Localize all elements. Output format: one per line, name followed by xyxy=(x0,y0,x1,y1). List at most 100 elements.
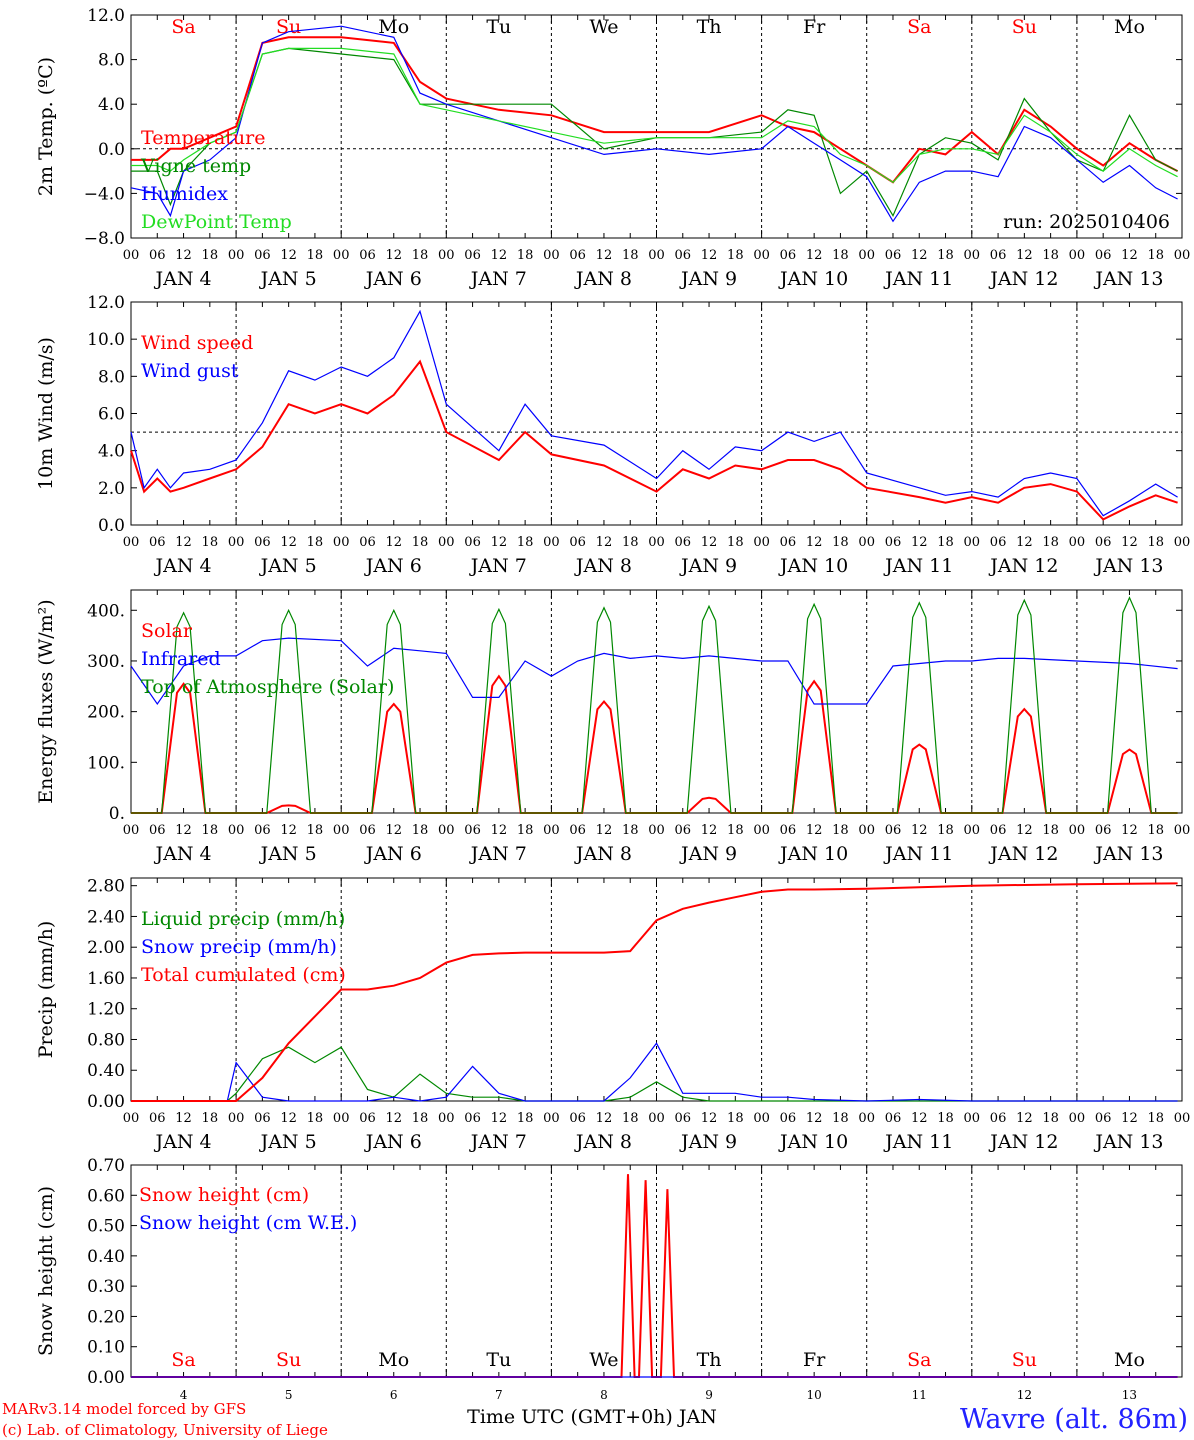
x-hour-label: 06 xyxy=(149,823,166,838)
x-hour-label: 06 xyxy=(359,248,376,263)
day-of-week-label: Mo xyxy=(378,1349,409,1371)
x-date-label: JAN 11 xyxy=(883,1131,953,1153)
x-date-label: JAN 6 xyxy=(364,555,422,577)
x-hour-label: 06 xyxy=(149,248,166,263)
y-tick-label: 2.80 xyxy=(87,877,125,897)
x-hour-label: 18 xyxy=(412,248,429,263)
x-hour-label: 12 xyxy=(701,1111,718,1126)
x-hour-label: 06 xyxy=(885,248,902,263)
x-hour-label: 06 xyxy=(1095,1111,1112,1126)
x-hour-label: 00 xyxy=(123,248,140,263)
day-of-week-label: We xyxy=(589,1349,618,1371)
x-date-number: 5 xyxy=(285,1388,293,1402)
x-date-label: JAN 9 xyxy=(679,268,737,290)
series-line-snow-height-cm- xyxy=(131,1174,1178,1378)
x-hour-label: 18 xyxy=(1147,535,1164,550)
plot-frame xyxy=(130,589,1183,814)
chart-panel-2: 0.0 2.0 4.0 6.0 8.0 10.0 12.0 10m Wind (m/s) 00 0… xyxy=(35,293,1190,577)
y-tick-label: 2.40 xyxy=(87,907,125,927)
x-hour-label: 18 xyxy=(307,1111,324,1126)
x-hour-label: 12 xyxy=(1121,823,1138,838)
x-hour-label: 18 xyxy=(517,535,534,550)
x-hour-label: 00 xyxy=(1174,823,1191,838)
x-date-number: 4 xyxy=(180,1388,188,1402)
series-line-humidex xyxy=(130,25,1178,223)
x-hour-label: 00 xyxy=(648,1111,665,1126)
x-date-label: JAN 13 xyxy=(1093,843,1163,865)
chart-panel-3: 0. 100. 200. 300. 400. Energy fluxes (W/m²) 00… xyxy=(35,589,1191,865)
x-hour-label: 18 xyxy=(727,1111,744,1126)
x-hour-label: 18 xyxy=(832,535,849,550)
x-hour-label: 12 xyxy=(596,248,613,263)
x-date-label: JAN 7 xyxy=(469,1131,527,1153)
x-hour-label: 12 xyxy=(280,1111,297,1126)
x-hour-label: 06 xyxy=(990,535,1007,550)
day-of-week-label: Sa xyxy=(171,16,195,38)
x-hour-label: 12 xyxy=(806,1111,823,1126)
x-hour-label: 06 xyxy=(254,1111,271,1126)
x-hour-label: 06 xyxy=(780,1111,797,1126)
model-credit: MARv3.14 model forced by GFS xyxy=(2,1400,246,1418)
x-hour-label: 00 xyxy=(123,535,140,550)
day-of-week-label: Mo xyxy=(1114,16,1145,38)
series-line-wind-gust xyxy=(130,309,1178,517)
x-hour-label: 12 xyxy=(491,248,508,263)
x-hour-label: 00 xyxy=(858,535,875,550)
day-of-week-label: Mo xyxy=(1114,1349,1145,1371)
x-hour-label: 00 xyxy=(1069,248,1086,263)
legend-entry: Snow precip (mm/h) xyxy=(141,936,337,958)
day-of-week-label: Th xyxy=(697,1349,722,1371)
x-date-label: JAN 6 xyxy=(364,268,422,290)
x-date-label: JAN 9 xyxy=(679,555,737,577)
run-annotation: run: 2025010406 xyxy=(1003,211,1170,233)
x-date-number: 12 xyxy=(1017,1388,1032,1402)
x-hour-label: 18 xyxy=(622,535,639,550)
x-date-label: JAN 8 xyxy=(574,555,632,577)
x-hour-label: 12 xyxy=(385,248,402,263)
x-hour-label: 12 xyxy=(701,535,718,550)
y-tick-label: 0.00 xyxy=(87,1368,125,1388)
y-tick-label: 12.0 xyxy=(87,6,125,26)
y-tick-label: 12.0 xyxy=(87,293,125,313)
x-hour-label: 12 xyxy=(701,248,718,263)
y-tick-label: 4.0 xyxy=(98,95,125,115)
x-hour-label: 12 xyxy=(806,535,823,550)
legend-entry: DewPoint Temp xyxy=(141,211,292,233)
x-date-number: 9 xyxy=(705,1388,713,1402)
legend-entry: Snow height (cm) xyxy=(139,1184,309,1206)
x-hour-label: 12 xyxy=(385,535,402,550)
x-date-label: JAN 7 xyxy=(469,843,527,865)
x-date-label: JAN 13 xyxy=(1093,555,1163,577)
day-of-week-label: Fr xyxy=(803,16,826,38)
x-hour-label: 06 xyxy=(675,1111,692,1126)
x-hour-label: 12 xyxy=(596,823,613,838)
series-line-total-cumulated-cm- xyxy=(131,882,1178,1102)
x-hour-label: 00 xyxy=(648,535,665,550)
x-date-label: JAN 9 xyxy=(679,1131,737,1153)
x-date-label: JAN 12 xyxy=(988,555,1058,577)
x-hour-label: 06 xyxy=(149,535,166,550)
x-hour-label: 12 xyxy=(280,823,297,838)
y-axis-label: Energy fluxes (W/m²) xyxy=(35,599,57,803)
chart-panel-4: 0.00 0.40 0.80 1.20 1.60 2.00 2.40 2.80 Precip (… xyxy=(35,877,1190,1153)
x-hour-label: 00 xyxy=(333,535,350,550)
x-hour-label: 06 xyxy=(569,1111,586,1126)
x-hour-label: 18 xyxy=(307,248,324,263)
x-hour-label: 06 xyxy=(464,535,481,550)
x-hour-label: 18 xyxy=(937,823,954,838)
x-hour-label: 00 xyxy=(438,1111,455,1126)
legend-entry: Total cumulated (cm) xyxy=(141,964,346,986)
x-hour-label: 00 xyxy=(543,1111,560,1126)
y-tick-label: 0.40 xyxy=(87,1061,125,1081)
x-hour-label: 12 xyxy=(1016,248,1033,263)
legend-entry: Temperature xyxy=(141,127,265,149)
x-hour-label: 18 xyxy=(307,823,324,838)
x-hour-label: 12 xyxy=(1016,823,1033,838)
x-hour-label: 18 xyxy=(622,823,639,838)
y-tick-label: 300. xyxy=(87,652,125,672)
x-hour-label: 00 xyxy=(1069,535,1086,550)
x-hour-label: 06 xyxy=(359,1111,376,1126)
station-name: Wavre (alt. 86m) xyxy=(960,1404,1188,1435)
legend-entry: Snow height (cm W.E.) xyxy=(139,1212,357,1234)
